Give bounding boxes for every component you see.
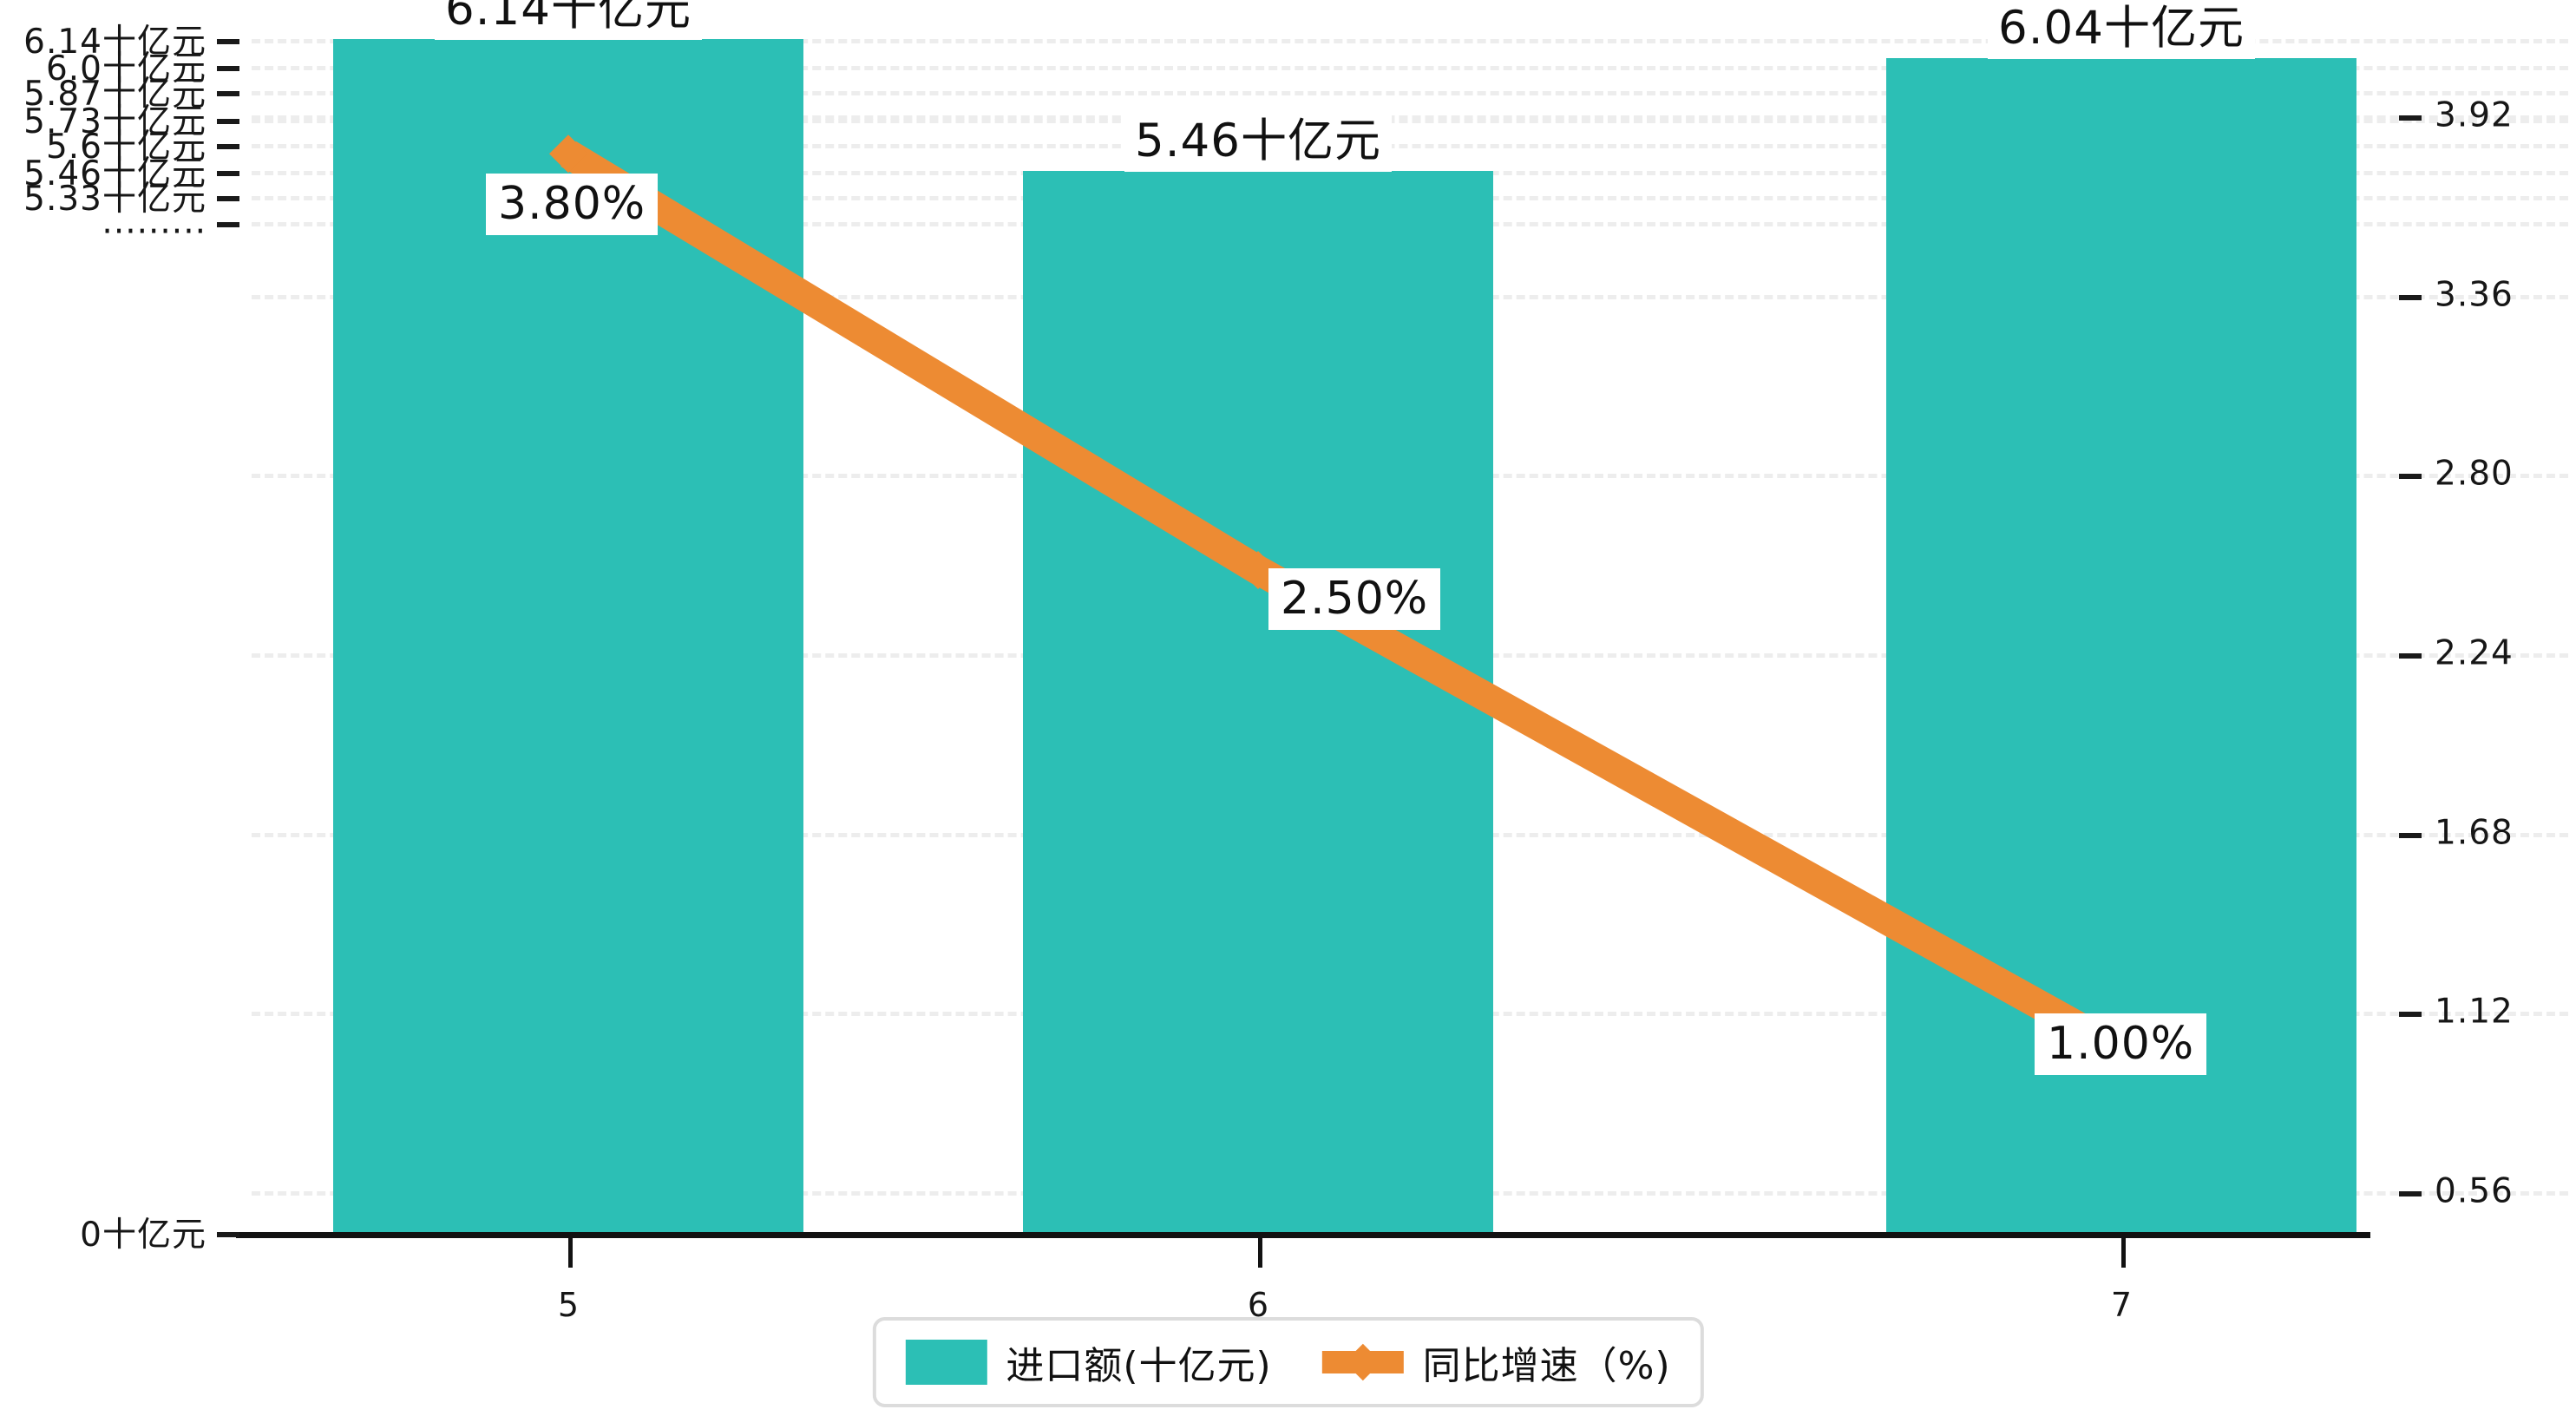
y-left-tick-label-0: 0十亿元 bbox=[80, 1216, 206, 1255]
y-right-tick-label-6: 3.92 bbox=[2435, 95, 2514, 135]
legend-label-import-amount: 进口额(十亿元) bbox=[1006, 1344, 1272, 1388]
legend-label-yoy-growth: 同比增速（%) bbox=[1422, 1344, 1671, 1388]
y-left-tick-mark bbox=[217, 143, 239, 149]
y-right-tick-label-3: 2.24 bbox=[2435, 633, 2514, 673]
y-right-tick-label-0: 0.56 bbox=[2435, 1171, 2514, 1211]
y-right-tick-label-5: 3.36 bbox=[2435, 275, 2514, 315]
legend-item-import-amount[interactable]: 进口额(十亿元) bbox=[905, 1334, 1271, 1390]
y-left-tick-mark bbox=[217, 66, 239, 72]
y-left-tick-mark bbox=[217, 39, 239, 44]
line-diamond-icon bbox=[1321, 1340, 1404, 1385]
y-right-tick-mark bbox=[2399, 1191, 2422, 1196]
y-right-tick-mark bbox=[2399, 653, 2422, 659]
y-left-tick-mark bbox=[217, 1232, 239, 1237]
y-left-tick-label-1: ......... bbox=[102, 202, 206, 241]
y-left-tick-label-3: 5.46十亿元 bbox=[23, 154, 206, 194]
y-right-tick-mark bbox=[2399, 474, 2422, 480]
gridline bbox=[252, 91, 2568, 96]
bar-6[interactable] bbox=[1023, 171, 1493, 1232]
gridline bbox=[252, 115, 2568, 120]
y-right-tick-label-4: 2.80 bbox=[2435, 454, 2514, 494]
y-left-tick-mark bbox=[217, 171, 239, 177]
gridline bbox=[252, 39, 2568, 43]
y-left-tick-label-5: 5.73十亿元 bbox=[23, 102, 206, 141]
gridline bbox=[252, 66, 2568, 71]
y-left-tick-label-7: 6.0十亿元 bbox=[45, 49, 206, 89]
y-left-tick-mark bbox=[217, 118, 239, 124]
y-right-tick-label-2: 1.68 bbox=[2435, 813, 2514, 853]
line-label-5: 3.80% bbox=[486, 174, 659, 236]
x-tick-label-5: 5 bbox=[557, 1286, 580, 1324]
bar-label-6: 5.46十亿元 bbox=[1124, 112, 1393, 172]
y-left-tick-mark bbox=[217, 91, 239, 97]
legend-item-yoy-growth[interactable]: 同比增速（%) bbox=[1321, 1334, 1671, 1390]
x-tick-mark-6 bbox=[1258, 1238, 1262, 1268]
x-tick-label-7: 7 bbox=[2110, 1286, 2133, 1324]
y-right-tick-mark bbox=[2399, 115, 2422, 121]
x-tick-mark-5 bbox=[568, 1238, 573, 1268]
y-left-tick-mark bbox=[217, 196, 239, 202]
y-right-tick-mark bbox=[2399, 1012, 2422, 1018]
line-label-7: 1.00% bbox=[2035, 1013, 2207, 1076]
gridline bbox=[252, 118, 2568, 123]
y-left-tick-mark bbox=[217, 221, 239, 227]
y-left-tick-label-8: 6.14十亿元 bbox=[23, 23, 206, 62]
bar-swatch-icon bbox=[905, 1340, 987, 1385]
y-right-tick-mark bbox=[2399, 832, 2422, 838]
bar-label-5: 6.14十亿元 bbox=[434, 0, 703, 40]
x-tick-mark-7 bbox=[2121, 1238, 2126, 1268]
y-left-tick-label-4: 5.6十亿元 bbox=[45, 127, 206, 167]
line-label-6: 2.50% bbox=[1268, 568, 1441, 631]
x-axis-line bbox=[236, 1232, 2370, 1238]
y-left-tick-label-2: 5.33十亿元 bbox=[23, 180, 206, 220]
y-right-tick-label-1: 1.12 bbox=[2435, 992, 2514, 1032]
y-left-tick-label-6: 5.87十亿元 bbox=[23, 75, 206, 115]
y-right-tick-mark bbox=[2399, 294, 2422, 300]
chart-legend[interactable]: 进口额(十亿元) 同比增速（%) bbox=[872, 1317, 1704, 1407]
bar-label-7: 6.04十亿元 bbox=[1987, 0, 2256, 59]
